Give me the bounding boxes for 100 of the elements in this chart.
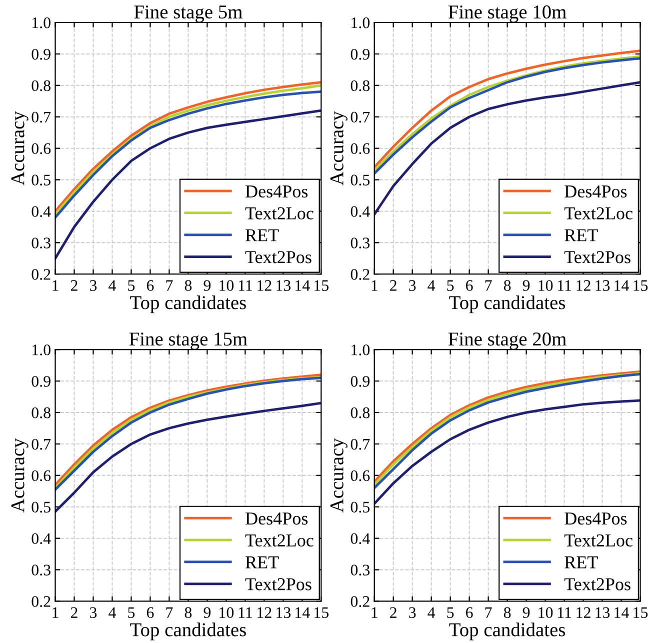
y-tick-label: 0.4 (350, 206, 370, 217)
x-tick-label: 1 (372, 607, 378, 618)
y-tick-label: 0.6 (32, 143, 51, 154)
x-tick-label: 14 (614, 280, 629, 291)
y-tick-label: 0.7 (32, 112, 51, 123)
x-tick-label: 1 (52, 607, 58, 618)
y-axis-title: Accuracy (11, 438, 28, 512)
x-tick-label: 14 (296, 607, 310, 618)
y-axis-title: Accuracy (330, 111, 348, 186)
y-tick-label: 0.9 (32, 48, 50, 60)
chart-title: Fine stage 5m (134, 5, 242, 23)
x-tick-label: 5 (447, 280, 454, 291)
x-axis-title: Top candidates (449, 622, 566, 640)
x-tick-label: 2 (390, 280, 396, 291)
x-tick-label: 8 (504, 280, 511, 291)
x-tick-label: 3 (90, 607, 97, 618)
x-tick-label: 4 (428, 607, 436, 618)
y-tick-label: 0.2 (32, 596, 50, 607)
legend-label: Text2Pos (245, 251, 312, 264)
x-tick-label: 4 (108, 607, 116, 618)
chart-title: Fine stage 10m (448, 5, 566, 23)
x-tick-label: 1 (372, 280, 378, 291)
x-tick-label: 9 (204, 280, 211, 291)
y-tick-label: 1.0 (352, 17, 370, 28)
y-tick-label: 0.8 (350, 407, 370, 418)
x-tick-label: 7 (485, 280, 492, 291)
x-tick-label: 4 (108, 280, 116, 291)
x-tick-label: 9 (522, 607, 530, 618)
x-tick-label: 6 (466, 280, 473, 291)
line-series (55, 402, 322, 513)
y-tick-label: 0.3 (32, 564, 50, 576)
y-tick-label: 0.2 (32, 269, 50, 280)
x-tick-label: 14 (296, 280, 310, 291)
chart-title: Fine stage 15m (129, 332, 248, 350)
y-tick-label: 1.0 (32, 17, 50, 28)
legend-label: Text2Loc (564, 207, 632, 220)
x-tick-label: 12 (576, 607, 590, 618)
y-tick-label: 0.2 (350, 596, 370, 607)
x-tick-label: 2 (70, 607, 78, 618)
x-tick-label: 3 (409, 607, 416, 618)
y-tick-label: 0.9 (350, 48, 370, 60)
y-tick-label: 0.6 (32, 470, 51, 482)
y-tick-label: 0.7 (350, 438, 370, 450)
y-tick-label: 0.5 (350, 174, 370, 186)
x-tick-label: 7 (166, 280, 173, 291)
x-tick-label: 5 (128, 280, 135, 291)
y-tick-label: 0.7 (350, 112, 370, 123)
legend-label: Text2Loc (564, 534, 632, 547)
x-tick-label: 15 (314, 607, 329, 618)
y-tick-label: 0.4 (32, 533, 51, 544)
x-tick-label: 10 (220, 280, 234, 291)
legend-label: Text2Pos (564, 578, 630, 590)
x-tick-label: 5 (447, 607, 454, 618)
x-tick-label: 10 (538, 280, 553, 291)
x-tick-label: 8 (184, 607, 192, 618)
legend-label: Text2Pos (245, 578, 312, 590)
y-tick-label: 0.5 (32, 502, 50, 513)
x-tick-label: 10 (220, 607, 234, 618)
x-tick-label: 15 (314, 280, 329, 291)
x-axis-title: Top candidates (449, 296, 566, 314)
y-tick-label: 0.3 (350, 564, 370, 576)
x-tick-label: 11 (558, 280, 572, 291)
x-tick-label: 12 (258, 280, 272, 291)
y-tick-label: 0.2 (350, 269, 370, 280)
x-tick-label: 13 (276, 280, 291, 291)
legend-label: Text2Loc (245, 534, 314, 547)
x-tick-label: 13 (596, 280, 610, 291)
x-tick-label: 11 (558, 607, 572, 618)
y-tick-label: 0.5 (350, 502, 370, 513)
x-tick-label: 9 (204, 607, 211, 618)
x-tick-label: 6 (146, 607, 154, 618)
x-tick-label: 7 (485, 607, 492, 618)
legend-label: Des4Pos (564, 512, 627, 525)
x-tick-label: 1 (52, 280, 58, 291)
y-tick-label: 0.8 (350, 80, 370, 92)
y-axis-title: Accuracy (330, 438, 348, 512)
x-tick-label: 14 (614, 607, 629, 618)
x-tick-label: 9 (522, 280, 530, 291)
y-tick-label: 0.5 (32, 174, 50, 186)
y-tick-label: 0.8 (32, 407, 50, 418)
legend-label: Des4Pos (246, 512, 308, 525)
y-tick-label: 0.4 (32, 206, 51, 217)
x-tick-label: 7 (166, 607, 173, 618)
y-tick-label: 0.7 (32, 438, 51, 450)
x-tick-label: 12 (258, 607, 272, 618)
y-tick-label: 0.6 (350, 470, 370, 482)
y-tick-label: 0.9 (350, 376, 370, 387)
x-tick-label: 8 (504, 607, 511, 618)
legend-label: RET (564, 229, 598, 242)
x-tick-label: 2 (390, 607, 396, 618)
x-tick-label: 6 (466, 607, 473, 618)
y-tick-label: 0.3 (32, 238, 50, 248)
x-tick-label: 10 (538, 607, 553, 618)
y-tick-label: 0.8 (32, 80, 50, 92)
x-tick-label: 13 (596, 607, 610, 618)
x-tick-label: 12 (576, 280, 590, 291)
y-tick-label: 0.6 (350, 143, 370, 154)
x-tick-label: 2 (70, 280, 78, 291)
legend-label: RET (246, 556, 279, 568)
y-axis-title: Accuracy (11, 111, 28, 186)
